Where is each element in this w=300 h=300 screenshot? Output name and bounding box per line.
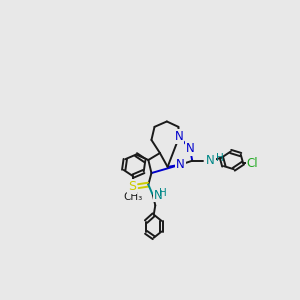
Text: S: S bbox=[128, 180, 136, 194]
Text: N: N bbox=[206, 154, 215, 167]
Text: CH₃: CH₃ bbox=[123, 191, 142, 202]
Text: N: N bbox=[154, 189, 163, 202]
Text: H: H bbox=[159, 188, 167, 198]
Text: N: N bbox=[186, 142, 194, 155]
Text: N: N bbox=[176, 158, 185, 171]
Text: H: H bbox=[216, 153, 224, 163]
Text: N: N bbox=[175, 130, 184, 143]
Text: Cl: Cl bbox=[247, 157, 258, 169]
